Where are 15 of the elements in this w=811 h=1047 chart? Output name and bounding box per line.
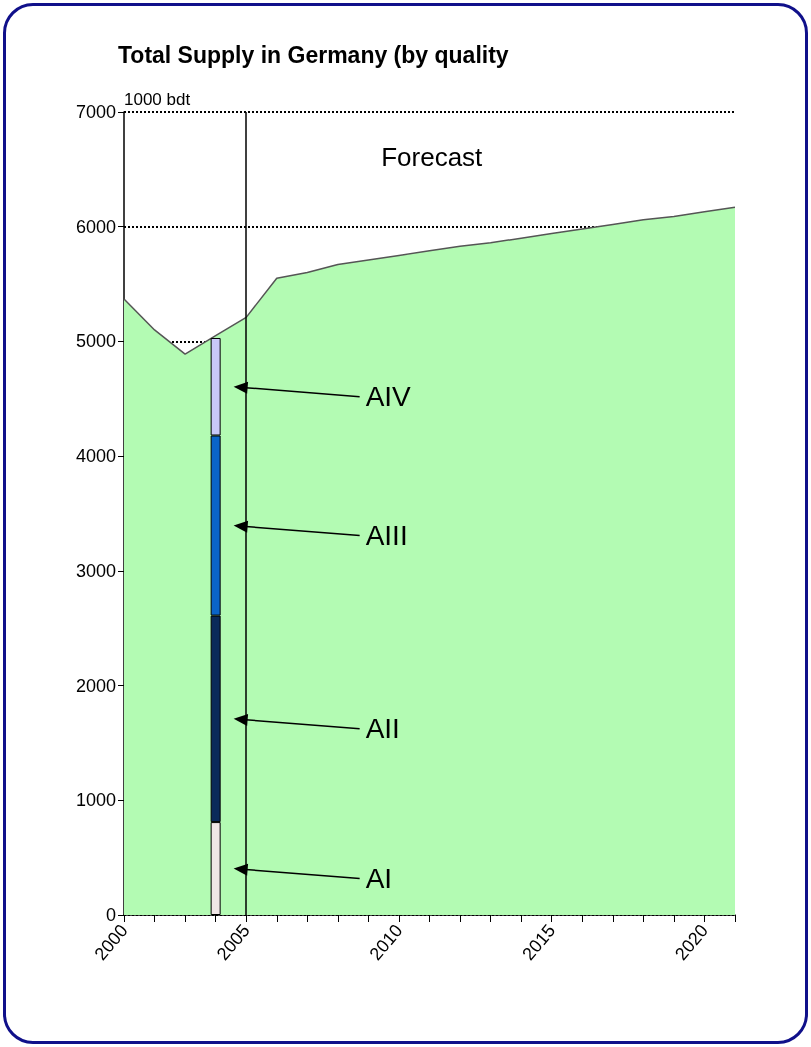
- legend-label: AIII: [365, 520, 408, 552]
- y-tick-label: 0: [105, 905, 116, 925]
- chart-title: Total Supply in Germany (by quality: [118, 41, 509, 68]
- annotation: Forecast: [381, 142, 484, 172]
- y-tick-label: 2000: [75, 675, 116, 696]
- legend-label: AIV: [365, 381, 412, 413]
- y-tick-label: 5000: [75, 331, 116, 352]
- legend-label: AII: [365, 713, 400, 745]
- y-tick-label: 1000: [75, 790, 116, 811]
- y-tick-label: 3000: [75, 560, 116, 581]
- y-tick-label: 4000: [75, 446, 116, 467]
- legend-label: AI: [365, 863, 393, 895]
- y-axis-title: 1000 bdt: [124, 90, 191, 109]
- y-tick-label: 7000: [75, 102, 116, 122]
- y-tick-label: 6000: [75, 216, 116, 237]
